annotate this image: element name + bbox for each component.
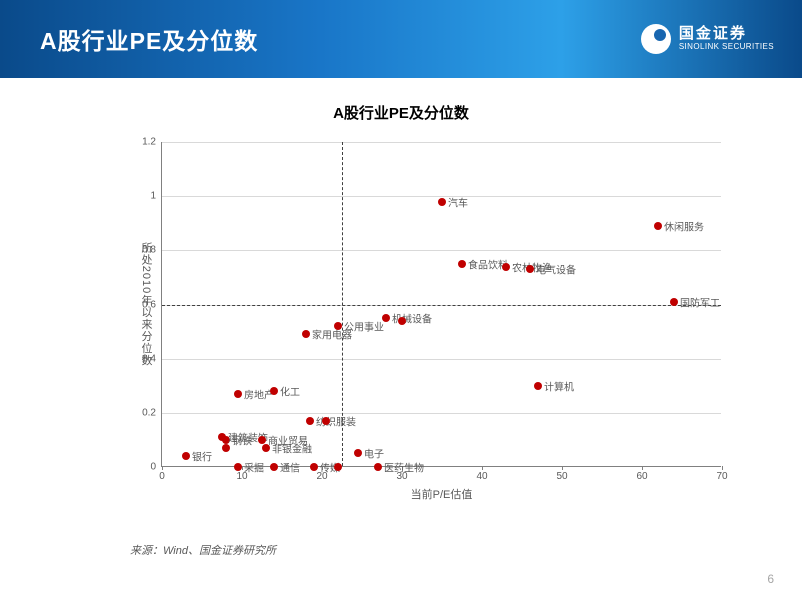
logo-cn: 国金证券 [679,26,774,43]
data-point-label: 汽车 [442,194,468,209]
data-point-label: 国防军工 [674,294,720,309]
data-point-label: 计算机 [538,378,574,393]
data-point-label: 房地产 [238,386,274,401]
x-tick-label: 50 [556,466,567,482]
y-tick-label: 0.4 [142,353,162,364]
data-point-label: 食品饮料 [462,256,508,271]
data-point [322,417,330,425]
gridline [162,413,721,414]
data-point-label: 商业贸易 [262,432,308,447]
data-point-label: 机械设备 [386,311,432,326]
scatter-chart: 所处2010年以来分位数 当前P/E估值 00.20.40.60.811.201… [115,130,735,515]
plot-area: 所处2010年以来分位数 当前P/E估值 00.20.40.60.811.201… [161,142,721,467]
data-point-label: 公用事业 [338,319,384,334]
brand-logo: 国金证券 SINOLINK SECURITIES [641,24,774,54]
data-point [222,444,230,452]
data-point [334,463,342,471]
page-number: 6 [767,572,774,586]
x-axis-label: 当前P/E估值 [411,486,473,502]
header-title: A股行业PE及分位数 [40,22,258,56]
y-tick-label: 0.6 [142,299,162,310]
y-tick-label: 1.2 [142,137,162,148]
y-tick-label: 0.8 [142,245,162,256]
data-point-label: 纺织服装 [310,413,356,428]
chart-title: A股行业PE及分位数 [0,102,802,123]
logo-icon [641,24,671,54]
x-tick-label: 40 [476,466,487,482]
logo-text: 国金证券 SINOLINK SECURITIES [679,26,774,51]
slide-header: A股行业PE及分位数 国金证券 SINOLINK SECURITIES [0,0,802,78]
data-point-label: 银行 [186,449,212,464]
y-tick-label: 1 [150,191,162,202]
gridline [162,142,721,143]
x-tick-label: 0 [159,466,165,482]
gridline [162,359,721,360]
gridline [162,250,721,251]
y-tick-label: 0.2 [142,407,162,418]
logo-en: SINOLINK SECURITIES [679,43,774,52]
x-tick-label: 60 [636,466,647,482]
reference-line-horizontal [162,305,721,306]
source-text: 来源：Wind、国金证券研究所 [130,542,276,558]
data-point-label: 电气设备 [530,262,576,277]
x-tick-label: 70 [716,466,727,482]
data-point-label: 化工 [274,384,300,399]
data-point-label: 采掘 [238,460,264,475]
data-point-label: 医药生物 [378,460,424,475]
data-point [398,317,406,325]
data-point-label: 休闲服务 [658,218,704,233]
data-point-label: 通信 [274,460,300,475]
